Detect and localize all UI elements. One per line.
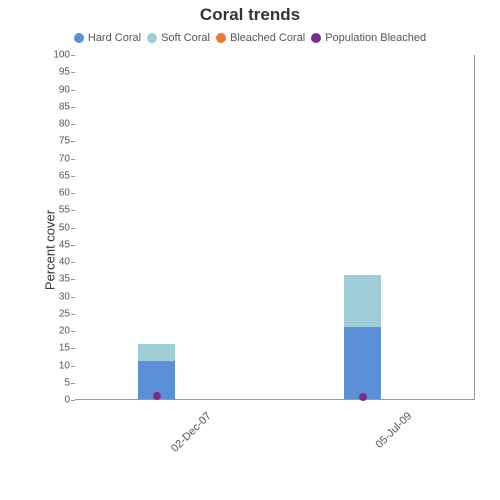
marker-point [359, 393, 367, 401]
legend-item-soft-coral: Soft Coral [147, 32, 210, 44]
y-tick-label: 95 [40, 67, 70, 78]
y-tick-label: 80 [40, 119, 70, 130]
y-tick-label: 10 [40, 360, 70, 371]
chart-container: Coral trends Hard Coral Soft Coral Bleac… [0, 0, 500, 500]
legend-label: Hard Coral [88, 32, 141, 44]
y-tick-label: 90 [40, 84, 70, 95]
legend-item-bleached-coral: Bleached Coral [216, 32, 305, 44]
y-tick-label: 25 [40, 308, 70, 319]
legend-swatch [216, 33, 226, 43]
y-tick-label: 15 [40, 343, 70, 354]
y-tick-label: 0 [40, 395, 70, 406]
legend-swatch [147, 33, 157, 43]
y-tick-label: 30 [40, 291, 70, 302]
legend-item-hard-coral: Hard Coral [74, 32, 141, 44]
y-tick-label: 55 [40, 205, 70, 216]
bar-segment [344, 275, 381, 327]
chart-title: Coral trends [200, 5, 300, 25]
y-tick-label: 75 [40, 136, 70, 147]
plot-area [75, 55, 475, 400]
y-tick-label: 5 [40, 377, 70, 388]
y-tick-mark [71, 400, 75, 401]
legend-label: Population Bleached [325, 32, 426, 44]
marker-point [153, 392, 161, 400]
legend-label: Bleached Coral [230, 32, 305, 44]
bar-segment [138, 344, 175, 361]
y-tick-label: 60 [40, 188, 70, 199]
y-tick-label: 40 [40, 257, 70, 268]
legend-swatch [74, 33, 84, 43]
legend-swatch [311, 33, 321, 43]
legend-item-population-bleached: Population Bleached [311, 32, 426, 44]
y-tick-label: 35 [40, 274, 70, 285]
bar-segment [344, 327, 381, 399]
y-tick-label: 65 [40, 170, 70, 181]
chart-legend: Hard Coral Soft Coral Bleached Coral Pop… [0, 32, 500, 44]
y-tick-label: 45 [40, 239, 70, 250]
x-tick-label: 02-Dec-07 [169, 410, 214, 455]
y-tick-label: 50 [40, 222, 70, 233]
y-tick-label: 70 [40, 153, 70, 164]
y-tick-label: 85 [40, 101, 70, 112]
y-tick-label: 20 [40, 326, 70, 337]
legend-label: Soft Coral [161, 32, 210, 44]
y-tick-label: 100 [40, 50, 70, 61]
x-tick-label: 05-Jul-09 [373, 410, 414, 451]
